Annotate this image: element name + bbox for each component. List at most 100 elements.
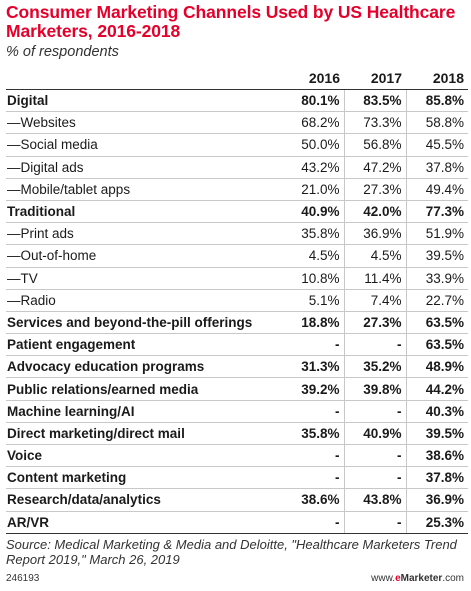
row-label: —Mobile/tablet apps <box>6 178 282 201</box>
row-label: Advocacy education programs <box>6 355 282 379</box>
row-label: Patient engagement <box>6 333 282 357</box>
table-row: —TV 10.8% 11.4% 33.9% <box>6 267 468 290</box>
value-cell-2017: 47.2% <box>343 156 406 179</box>
value-cell-2016: 10.8% <box>282 267 344 290</box>
value-cell-2017: 43.8% <box>343 488 406 512</box>
row-label: Traditional <box>6 200 282 224</box>
row-label: Research/data/analytics <box>6 488 282 512</box>
value-cell-2017: 27.3% <box>343 311 406 335</box>
value-cell-2017: - <box>343 400 406 423</box>
row-label: —Social media <box>6 133 282 157</box>
table-row: Public relations/earned media 39.2% 39.8% 4… <box>6 377 468 401</box>
value-cell-2017: - <box>343 333 406 357</box>
value-cell-2016: 50.0% <box>282 133 344 157</box>
value-cell-2016: - <box>282 444 344 468</box>
value-cell-2016: 43.2% <box>282 156 344 179</box>
table-row: Advocacy education programs 31.3% 35.2% 48.… <box>6 355 468 379</box>
header-label-cell <box>6 67 282 90</box>
table-row: —Out-of-home 4.5% 4.5% 39.5% <box>6 244 468 268</box>
value-cell-2016: 31.3% <box>282 355 344 379</box>
website-suffix: .com <box>442 572 464 584</box>
value-cell-2016: 68.2% <box>282 111 344 135</box>
value-cell-2016: 39.2% <box>282 377 344 401</box>
value-cell-2018: 33.9% <box>405 267 468 290</box>
value-cell-2016: 21.0% <box>282 178 344 201</box>
value-cell-2018: 51.9% <box>405 222 468 246</box>
value-cell-2018: 38.6% <box>405 444 468 468</box>
value-cell-2018: 40.3% <box>405 400 468 423</box>
website-credit: www.eMarketer.com <box>371 573 464 584</box>
value-cell-2016: 80.1% <box>282 89 344 113</box>
website-prefix: www. <box>371 572 396 584</box>
value-cell-2016: 40.9% <box>282 200 344 224</box>
value-cell-2018: 85.8% <box>405 89 468 113</box>
row-label: —Print ads <box>6 222 282 246</box>
row-label: Services and beyond-the-pill offerings <box>6 311 282 335</box>
chart-title: Consumer Marketing Channels Used by US H… <box>6 2 456 41</box>
value-cell-2017: - <box>343 511 406 534</box>
row-label: Public relations/earned media <box>6 377 282 401</box>
table-row: Machine learning/AI - -40.3% <box>6 400 468 423</box>
table-row: Research/data/analytics 38.6% 43.8% 36.9% <box>6 488 468 512</box>
value-cell-2017: 35.2% <box>343 355 406 379</box>
value-cell-2018: 25.3% <box>405 511 468 534</box>
table-row: —Social media 50.0% 56.8% 45.5% <box>6 133 468 157</box>
table-row: —Mobile/tablet apps 21.0% 27.3% 49.4% <box>6 178 468 201</box>
value-cell-2018: 63.5% <box>405 311 468 335</box>
brand-name: Marketer <box>400 572 443 584</box>
table-row: —Websites 68.2% 73.3% 58.8% <box>6 111 468 135</box>
source-note: Source: Medical Marketing & Media and De… <box>6 536 457 567</box>
table-body: Digital 80.1% 83.5% 85.8% —Websites 68.2% 73.3… <box>6 89 468 534</box>
value-cell-2018: 63.5% <box>405 333 468 357</box>
value-cell-2016: 4.5% <box>282 244 344 268</box>
value-cell-2018: 22.7% <box>405 289 468 312</box>
value-cell-2018: 36.9% <box>405 488 468 512</box>
value-cell-2017: 40.9% <box>343 422 406 446</box>
value-cell-2017: 4.5% <box>343 244 406 268</box>
value-cell-2018: 45.5% <box>405 133 468 157</box>
table-row: Patient engagement - -63.5% <box>6 333 468 357</box>
value-cell-2016: 35.8% <box>282 422 344 446</box>
table-row: Services and beyond-the-pill offerings 18… <box>6 311 468 335</box>
value-cell-2018: 44.2% <box>405 377 468 401</box>
value-cell-2018: 49.4% <box>405 178 468 201</box>
data-table: 2016 2017 2018 Digital 80.1% 83.5% 85.8% —We… <box>6 67 468 534</box>
chart-subtitle: % of respondents <box>6 44 119 60</box>
value-cell-2018: 58.8% <box>405 111 468 135</box>
value-cell-2017: 7.4% <box>343 289 406 312</box>
header-row: 2016 2017 2018 <box>6 67 468 90</box>
table-row: Digital 80.1% 83.5% 85.8% <box>6 89 468 113</box>
value-cell-2017: 56.8% <box>343 133 406 157</box>
value-cell-2018: 48.9% <box>405 355 468 379</box>
table-row: Voice - -38.6% <box>6 444 468 468</box>
table-row: Content marketing - -37.8% <box>6 466 468 490</box>
row-label: Voice <box>6 444 282 468</box>
table-row: —Digital ads 43.2% 47.2% 37.8% <box>6 156 468 179</box>
value-cell-2016: - <box>282 466 344 490</box>
value-cell-2018: 39.5% <box>405 244 468 268</box>
row-label: —TV <box>6 267 282 290</box>
value-cell-2016: 18.8% <box>282 311 344 335</box>
row-label: AR/VR <box>6 511 282 534</box>
value-cell-2017: 11.4% <box>343 267 406 290</box>
brand-e: e <box>395 572 401 584</box>
year-header: 2017 <box>344 67 406 90</box>
row-label: —Out-of-home <box>6 244 282 268</box>
value-cell-2017: 27.3% <box>343 178 406 201</box>
year-header: 2018 <box>406 67 468 90</box>
row-label: —Radio <box>6 289 282 312</box>
value-cell-2017: 73.3% <box>343 111 406 135</box>
value-cell-2018: 77.3% <box>405 200 468 224</box>
value-cell-2016: 38.6% <box>282 488 344 512</box>
row-label: Direct marketing/direct mail <box>6 422 282 446</box>
value-cell-2017: - <box>343 466 406 490</box>
value-cell-2017: 42.0% <box>343 200 406 224</box>
footer: 246193 www.eMarketer.com <box>6 573 468 584</box>
chart-id: 246193 <box>6 572 40 584</box>
row-label: Content marketing <box>6 466 282 490</box>
year-header: 2016 <box>282 67 344 90</box>
value-cell-2017: - <box>343 444 406 468</box>
value-cell-2016: 35.8% <box>282 222 344 246</box>
value-cell-2016: - <box>282 511 344 534</box>
